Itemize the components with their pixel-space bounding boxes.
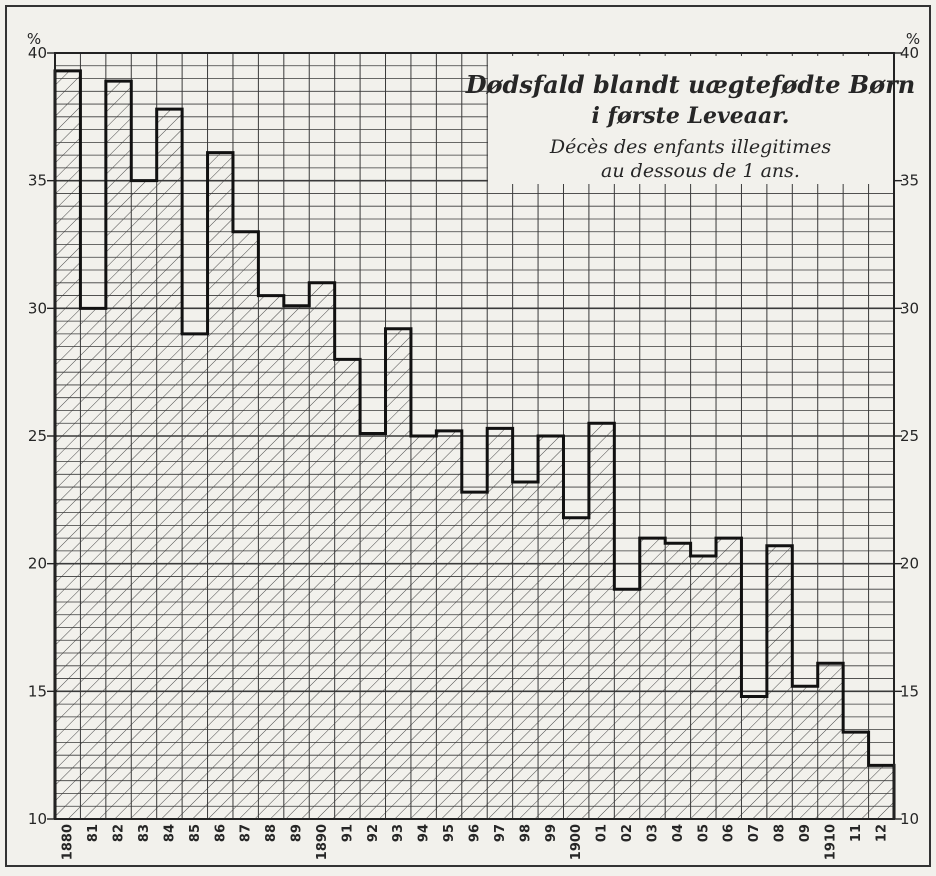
y-tick-label-left: 35: [28, 172, 47, 190]
y-tick-label-right: 35: [900, 172, 919, 190]
x-tick-label: 91: [340, 824, 355, 842]
y-tick-label-right: 10: [900, 810, 919, 828]
x-tick-label: 89: [290, 824, 305, 842]
bar-84: [156, 109, 183, 819]
x-tick-label: 88: [264, 824, 279, 842]
x-tick-label: 1890: [315, 824, 330, 860]
x-tick-label: 02: [620, 824, 635, 842]
x-tick-label: 1900: [569, 824, 584, 860]
x-tick-label: 85: [188, 824, 203, 842]
x-tick-label: 86: [213, 824, 228, 842]
bar-1900: [563, 517, 589, 819]
x-axis: 1880 81 82 83 84 85 86 87 88 89 1890 91 92 93 94 95 96 97…: [61, 824, 890, 860]
bar-97: [487, 428, 513, 819]
y-axis-right: 10 15 20 25 30 35 40%: [894, 30, 920, 828]
y-tick-label-left: 25: [28, 427, 47, 445]
bar-outlines: [53, 69, 896, 819]
y-axis-left: 10 15 20 25 30 35 40%: [27, 30, 55, 828]
y-tick-label-left: 40: [28, 44, 47, 62]
bar-96: [461, 492, 488, 819]
unit-label-left: %: [27, 30, 41, 48]
y-tick-label-right: 25: [900, 427, 919, 445]
x-tick-label: 05: [696, 824, 711, 842]
bar-92: [360, 433, 386, 819]
unit-label-right: %: [906, 30, 920, 48]
bar-05: [690, 556, 717, 819]
y-tick-label-right: 40: [900, 44, 919, 62]
bar-04: [665, 543, 691, 819]
bar-09: [792, 686, 818, 819]
bar-outline: [53, 69, 896, 819]
chart-subtitle-line-2: au dessous de 1 ans.: [601, 160, 800, 182]
bar-89: [283, 305, 310, 819]
bar-98: [512, 481, 539, 819]
x-tick-label: 08: [773, 824, 788, 842]
chart-subtitle-line-1: Décès des enfants illegitimes: [549, 136, 832, 158]
bar-88: [258, 295, 284, 820]
y-tick-label-left: 20: [28, 555, 47, 573]
x-tick-label: 11: [849, 824, 864, 842]
x-tick-label: 03: [645, 824, 660, 842]
title-background: [488, 56, 893, 184]
x-tick-label: 07: [747, 824, 762, 842]
bar-82: [105, 81, 132, 819]
x-tick-label: 06: [722, 824, 737, 842]
y-tick-label-right: 30: [900, 299, 919, 317]
y-tick-label-left: 10: [28, 810, 47, 828]
bar-11: [843, 732, 869, 819]
bar-95: [436, 430, 462, 819]
chart-title-line-1: Dødsfald blandt uægtefødte Børn: [465, 70, 916, 99]
x-tick-label: 04: [671, 824, 686, 842]
bar-01: [588, 423, 615, 819]
x-tick-label: 83: [137, 824, 152, 842]
y-tick-label-right: 20: [900, 555, 919, 573]
bar-86: [207, 152, 233, 819]
bar-93: [385, 328, 411, 819]
y-tick-label-left: 30: [28, 299, 47, 317]
x-tick-label: 99: [544, 824, 559, 842]
bar-07: [741, 696, 767, 819]
page-frame: [5, 5, 931, 867]
x-tick-label: 1910: [823, 824, 838, 860]
x-tick-label: 87: [239, 824, 254, 842]
x-tick-label: 12: [874, 824, 889, 842]
x-tick-label: 82: [112, 824, 127, 842]
y-tick-label-right: 15: [900, 682, 919, 700]
bar-08: [766, 545, 793, 819]
x-tick-label: 01: [595, 824, 610, 842]
x-tick-label: 92: [366, 824, 381, 842]
x-tick-label: 81: [86, 824, 101, 842]
x-tick-label: 97: [493, 824, 508, 842]
chart-title-line-2: i første Leveaar.: [592, 103, 790, 129]
bar-12: [868, 765, 894, 819]
y-tick-label-left: 15: [28, 682, 47, 700]
x-tick-label: 98: [518, 824, 533, 842]
x-tick-label: 96: [468, 824, 483, 842]
bar-1880: [55, 70, 81, 819]
title-box: Dødsfald blandt uægtefødte Børn i første …: [465, 56, 916, 184]
x-tick-label: 94: [417, 824, 432, 842]
x-tick-label: 1880: [61, 824, 76, 860]
x-tick-label: 95: [442, 824, 457, 842]
x-tick-label: 84: [162, 824, 177, 842]
bar-1910: [817, 663, 844, 819]
x-tick-label: 09: [798, 824, 813, 842]
x-tick-label: 93: [391, 824, 406, 842]
